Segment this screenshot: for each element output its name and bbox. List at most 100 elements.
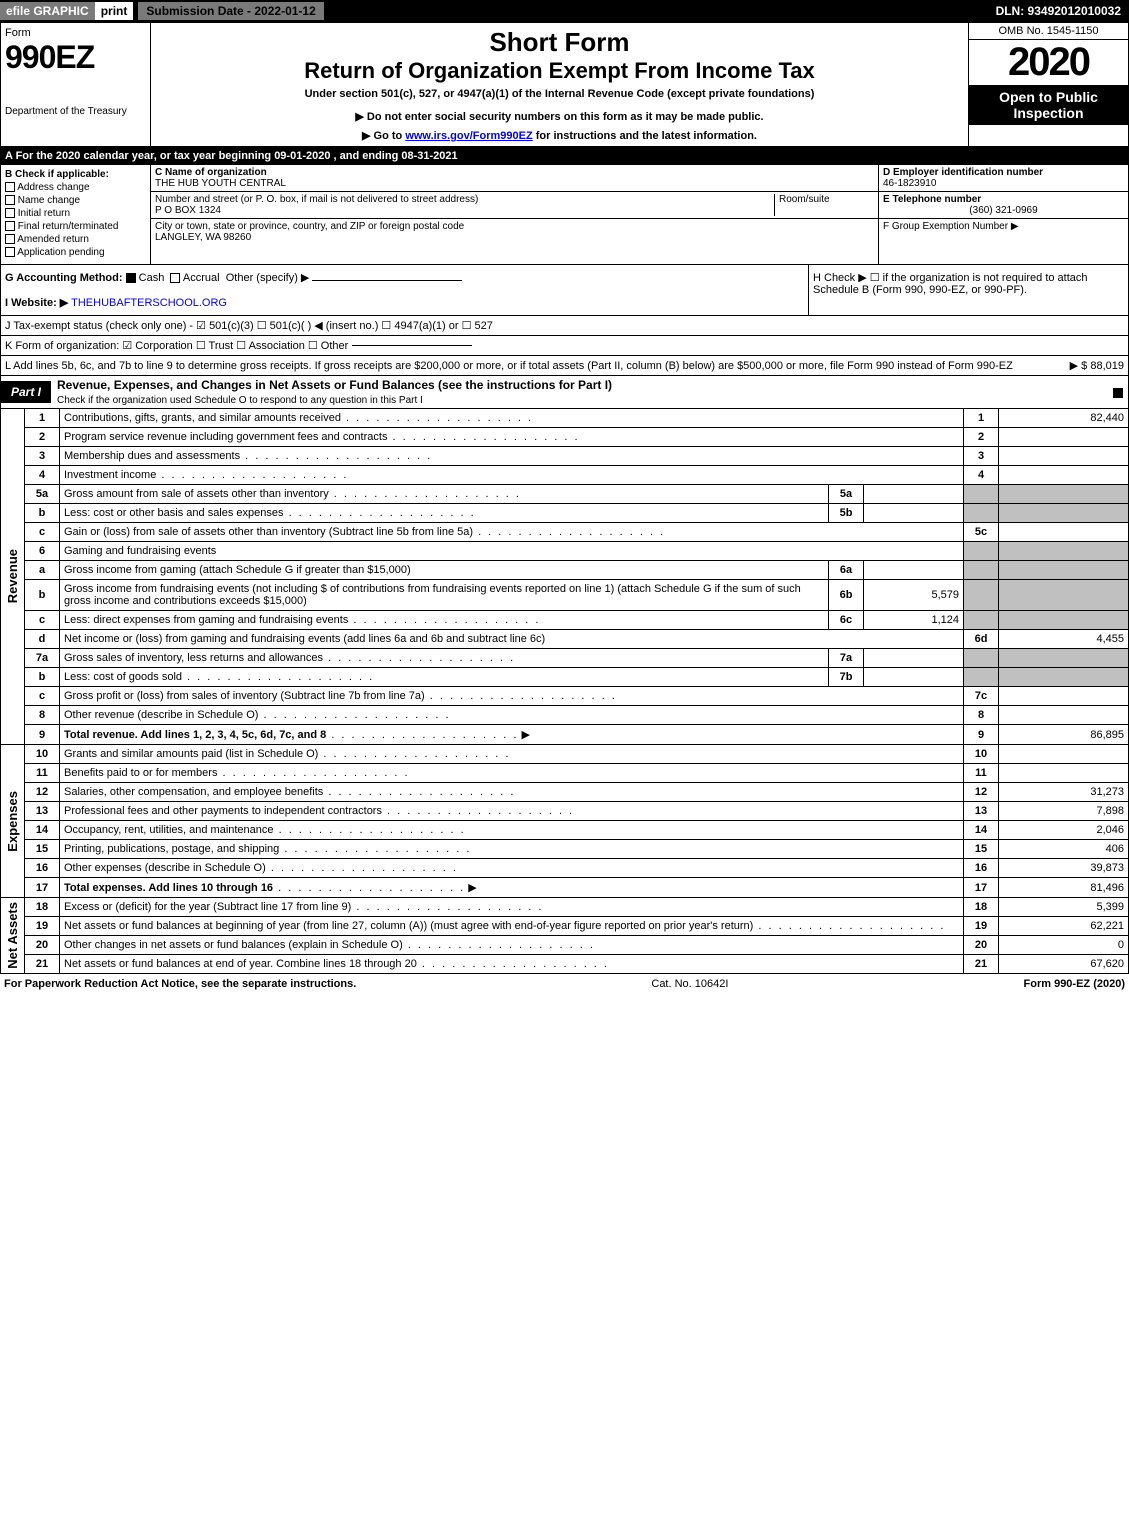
table-row: a Gross income from gaming (attach Sched… (1, 561, 1129, 580)
table-row: c Less: direct expenses from gaming and … (1, 611, 1129, 630)
table-row: 5a Gross amount from sale of assets othe… (1, 485, 1129, 504)
table-row: 6 Gaming and fundraising events (1, 542, 1129, 561)
form-label: Form (5, 27, 146, 39)
part1-table: Revenue 1 Contributions, gifts, grants, … (0, 409, 1129, 974)
h-check: H Check ▶ ☐ if the organization is not r… (808, 265, 1128, 315)
table-row: b Less: cost or other basis and sales ex… (1, 504, 1129, 523)
cat-number: Cat. No. 10642I (356, 978, 1023, 990)
city-label: City or town, state or province, country… (155, 221, 464, 232)
irs-link[interactable]: www.irs.gov/Form990EZ (405, 130, 532, 142)
line12-amount: 31,273 (999, 783, 1129, 802)
name-change-checkbox[interactable] (5, 195, 15, 205)
amended-return-checkbox[interactable] (5, 234, 15, 244)
l-amount: ▶ $ 88,019 (1070, 359, 1124, 372)
page-footer: For Paperwork Reduction Act Notice, see … (0, 974, 1129, 994)
revenue-label: Revenue (5, 549, 20, 603)
line1-amount: 82,440 (999, 409, 1129, 428)
table-row: 13 Professional fees and other payments … (1, 802, 1129, 821)
i-website-label: I Website: ▶ (5, 297, 68, 309)
table-row: Net Assets 18 Excess or (deficit) for th… (1, 898, 1129, 917)
j-tax-exempt: J Tax-exempt status (check only one) - ☑… (0, 316, 1129, 336)
table-row: 8 Other revenue (describe in Schedule O)… (1, 706, 1129, 725)
table-row: b Gross income from fundraising events (… (1, 580, 1129, 611)
part1-header: Part I Revenue, Expenses, and Changes in… (0, 376, 1129, 409)
line17-amount: 81,496 (999, 878, 1129, 898)
table-row: Expenses 10 Grants and similar amounts p… (1, 745, 1129, 764)
table-row: 9 Total revenue. Add lines 1, 2, 3, 4, 5… (1, 725, 1129, 745)
table-row: 3 Membership dues and assessments 3 (1, 447, 1129, 466)
e-phone-label: E Telephone number (883, 194, 981, 205)
g-label: G Accounting Method: (5, 272, 123, 284)
d-ein-value: 46-1823910 (883, 178, 936, 189)
k-form-org: K Form of organization: ☑ Corporation ☐ … (0, 336, 1129, 356)
cash-checkbox[interactable] (126, 273, 136, 283)
table-row: 2 Program service revenue including gove… (1, 428, 1129, 447)
table-row: Revenue 1 Contributions, gifts, grants, … (1, 409, 1129, 428)
line6d-amount: 4,455 (999, 630, 1129, 649)
submission-date: Submission Date - 2022-01-12 (137, 1, 324, 21)
table-row: 14 Occupancy, rent, utilities, and maint… (1, 821, 1129, 840)
table-row: 11 Benefits paid to or for members 11 (1, 764, 1129, 783)
line6b-amount: 5,579 (864, 580, 964, 611)
expenses-label: Expenses (5, 791, 20, 852)
table-row: c Gross profit or (loss) from sales of i… (1, 687, 1129, 706)
f-group-label: F Group Exemption Number ▶ (883, 221, 1019, 232)
room-label: Room/suite (779, 194, 830, 205)
print-button[interactable]: print (95, 2, 134, 20)
table-row: 16 Other expenses (describe in Schedule … (1, 859, 1129, 878)
part1-sub: Check if the organization used Schedule … (57, 395, 423, 406)
table-row: 15 Printing, publications, postage, and … (1, 840, 1129, 859)
b-header: B Check if applicable: (5, 169, 146, 180)
final-return-checkbox[interactable] (5, 221, 15, 231)
line6c-amount: 1,124 (864, 611, 964, 630)
form-number: 990EZ (5, 39, 146, 76)
c-name-label: C Name of organization (155, 167, 267, 178)
info-block: B Check if applicable: Address change Na… (0, 165, 1129, 265)
street-value: P O BOX 1324 (155, 205, 221, 216)
form-header: Form 990EZ Department of the Treasury Sh… (0, 22, 1129, 147)
table-row: 21 Net assets or fund balances at end of… (1, 955, 1129, 974)
table-row: 20 Other changes in net assets or fund b… (1, 936, 1129, 955)
short-form-title: Short Form (155, 27, 964, 58)
line18-amount: 5,399 (999, 898, 1129, 917)
efile-label: efile GRAPHIC (0, 2, 95, 20)
table-row: b Less: cost of goods sold 7b (1, 668, 1129, 687)
section-b-checkboxes: B Check if applicable: Address change Na… (1, 165, 151, 264)
line14-amount: 2,046 (999, 821, 1129, 840)
d-ein-label: D Employer identification number (883, 167, 1043, 178)
line16-amount: 39,873 (999, 859, 1129, 878)
form-footer: Form 990-EZ (2020) (1024, 978, 1125, 990)
dln-label: DLN: 93492012010032 (988, 2, 1129, 20)
line20-amount: 0 (999, 936, 1129, 955)
part1-schedule-o-checkbox[interactable] (1113, 388, 1123, 398)
city-value: LANGLEY, WA 98260 (155, 232, 251, 243)
line13-amount: 7,898 (999, 802, 1129, 821)
table-row: c Gain or (loss) from sale of assets oth… (1, 523, 1129, 542)
table-row: 17 Total expenses. Add lines 10 through … (1, 878, 1129, 898)
netassets-label: Net Assets (5, 902, 20, 969)
org-name: THE HUB YOUTH CENTRAL (155, 178, 286, 189)
street-label: Number and street (or P. O. box, if mail… (155, 194, 478, 205)
part1-title: Revenue, Expenses, and Changes in Net As… (57, 378, 612, 392)
donot-note: ▶ Do not enter social security numbers o… (155, 110, 964, 123)
address-change-checkbox[interactable] (5, 182, 15, 192)
table-row: 12 Salaries, other compensation, and emp… (1, 783, 1129, 802)
section-a-period: A For the 2020 calendar year, or tax yea… (0, 147, 1129, 165)
initial-return-checkbox[interactable] (5, 208, 15, 218)
e-phone-value: (360) 321-0969 (883, 205, 1124, 216)
accrual-checkbox[interactable] (170, 273, 180, 283)
application-pending-checkbox[interactable] (5, 247, 15, 257)
top-bar: efile GRAPHIC print Submission Date - 20… (0, 0, 1129, 22)
table-row: 7a Gross sales of inventory, less return… (1, 649, 1129, 668)
line9-amount: 86,895 (999, 725, 1129, 745)
under-section: Under section 501(c), 527, or 4947(a)(1)… (155, 88, 964, 100)
part1-tab: Part I (1, 381, 51, 403)
l-gross-receipts: L Add lines 5b, 6c, and 7b to line 9 to … (0, 356, 1129, 376)
table-row: 4 Investment income 4 (1, 466, 1129, 485)
line19-amount: 62,221 (999, 917, 1129, 936)
goto-link[interactable]: ▶ Go to www.irs.gov/Form990EZ for instru… (155, 129, 964, 142)
table-row: 19 Net assets or fund balances at beginn… (1, 917, 1129, 936)
table-row: d Net income or (loss) from gaming and f… (1, 630, 1129, 649)
website-link[interactable]: THEHUBAFTERSCHOOL.ORG (71, 297, 227, 309)
omb-number: OMB No. 1545-1150 (969, 23, 1128, 40)
